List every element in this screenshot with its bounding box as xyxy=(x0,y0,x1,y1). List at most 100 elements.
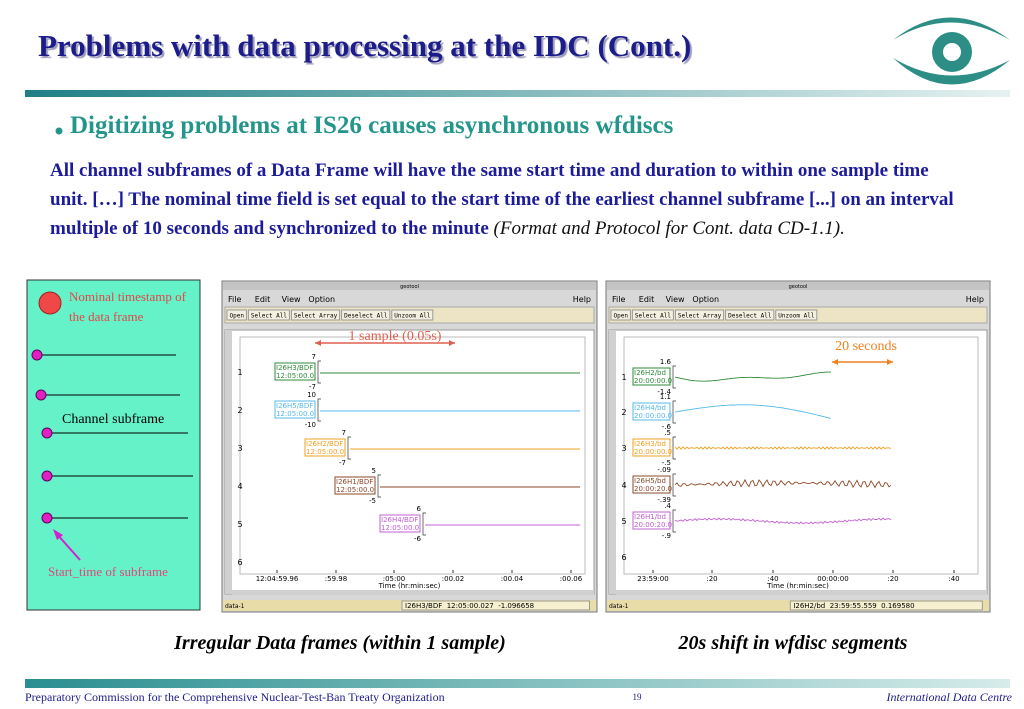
channel-min: -.39 xyxy=(657,496,671,504)
channel-max: 5 xyxy=(372,467,376,475)
button-label[interactable]: Select All xyxy=(251,313,288,320)
button-label[interactable]: Select Array xyxy=(678,313,722,320)
button-label[interactable]: Select Array xyxy=(294,313,338,320)
x-tick-label: 00:00:00 xyxy=(817,575,848,583)
subframe-diagram: Channel subframe Start_time of subframe xyxy=(26,279,201,611)
logo xyxy=(893,17,1010,85)
menu-item[interactable]: Option xyxy=(692,295,719,304)
toolbar-button[interactable] xyxy=(725,309,775,321)
title-rule xyxy=(25,90,1010,97)
footer-organization: Preparatory Commission for the Comprehen… xyxy=(25,690,445,704)
channel-time: 20:00:20.0 xyxy=(634,521,672,529)
x-tick-label: :20 xyxy=(706,575,717,583)
nominal-label: Nominal timestamp of the data frame xyxy=(69,289,186,324)
button-label[interactable]: Select All xyxy=(635,313,672,320)
toolbar-button[interactable] xyxy=(391,309,434,321)
channel-time: 12:05:00.0 xyxy=(276,372,314,380)
toolbar-button[interactable] xyxy=(226,309,247,321)
channel-time: 12:05:00.0 xyxy=(276,410,314,418)
channel-label-box xyxy=(274,362,316,381)
row-number: 3 xyxy=(621,444,626,453)
menu-item[interactable]: Option xyxy=(308,295,335,304)
toolbar-button[interactable] xyxy=(631,309,674,321)
readout-box xyxy=(789,600,983,611)
row-number: 3 xyxy=(237,444,242,453)
geotool-window: geotool File Edit View Option Help Open Select … xyxy=(221,280,598,613)
toolbar-button[interactable] xyxy=(775,309,818,321)
channel-time: 20:00:00.0 xyxy=(634,377,672,385)
row-number: 1 xyxy=(237,368,242,377)
menu-item[interactable]: View xyxy=(282,295,301,304)
row-number: 4 xyxy=(621,481,626,490)
horizontal-scrollbar xyxy=(616,590,987,595)
nominal-marker xyxy=(38,291,62,315)
button-label[interactable]: Open xyxy=(614,313,629,320)
footer-centre: International Data Centre xyxy=(885,690,1012,704)
x-tick-label: :05:00 xyxy=(383,575,406,583)
row-number: 6 xyxy=(237,558,242,567)
toolbar-button[interactable] xyxy=(290,309,341,321)
plot-frame xyxy=(239,336,586,575)
channel-max: 7 xyxy=(342,429,346,437)
channel-min: -.6 xyxy=(662,423,672,431)
amplitude-bracket xyxy=(422,512,426,536)
trace xyxy=(674,371,831,382)
menu-item[interactable]: View xyxy=(666,295,685,304)
menu-item[interactable]: File xyxy=(612,295,625,304)
x-tick-label: :00.02 xyxy=(442,575,464,583)
channel-label-box xyxy=(334,476,376,495)
trace xyxy=(674,446,892,450)
vertical-scrollbar xyxy=(609,330,616,594)
channel-label-box xyxy=(379,514,421,533)
body-text: All channel subframes of a Data Frame wi… xyxy=(50,160,954,239)
trace xyxy=(674,478,892,489)
annotation: 20 seconds xyxy=(835,339,897,354)
menu-item[interactable]: File xyxy=(228,295,241,304)
button-label[interactable]: Unzoom All xyxy=(394,313,431,320)
channel-min: -7 xyxy=(339,459,346,467)
channel-label-box xyxy=(632,367,671,386)
toolbar-button[interactable] xyxy=(341,309,391,321)
x-tick-label: :00.04 xyxy=(501,575,524,583)
footer-rule xyxy=(25,679,1010,688)
window-title: geotool xyxy=(400,284,419,290)
channel-name: I26H1/BDF xyxy=(336,478,373,486)
button-label[interactable]: Deselect All xyxy=(344,313,388,320)
channel-max: 10 xyxy=(307,391,316,399)
trace xyxy=(674,404,832,419)
button-label[interactable]: Unzoom All xyxy=(778,313,815,320)
status-label: data-1 xyxy=(609,603,629,610)
amplitude-bracket xyxy=(672,509,676,533)
amplitude-bracket xyxy=(672,365,676,389)
bullet-dot xyxy=(55,127,63,135)
toolbar-button[interactable] xyxy=(247,309,290,321)
channel-max: 6 xyxy=(417,505,422,513)
channel-max: 7 xyxy=(312,353,316,361)
channel-label-box xyxy=(632,438,671,457)
toolbar-button[interactable] xyxy=(610,309,631,321)
menu-item[interactable]: Edit xyxy=(639,295,655,304)
channel-name: I26H3/bd xyxy=(634,440,666,448)
diagram-box xyxy=(26,279,201,611)
toolbar-button[interactable] xyxy=(674,309,725,321)
annotation: 1 sample (0.05s) xyxy=(349,329,442,344)
channel-time: 20:00:20.0 xyxy=(634,485,672,493)
menu-help[interactable]: Help xyxy=(573,295,591,304)
button-label[interactable]: Deselect All xyxy=(728,313,772,320)
menu-item[interactable]: Edit xyxy=(255,295,270,304)
trace xyxy=(674,517,892,525)
channel-max: .5 xyxy=(664,429,671,437)
status-label: data-1 xyxy=(225,603,245,610)
horizontal-scrollbar xyxy=(232,590,594,595)
amplitude-bracket xyxy=(377,474,381,498)
button-label[interactable]: Open xyxy=(230,313,245,320)
channel-label-box xyxy=(304,438,346,457)
menu-help[interactable]: Help xyxy=(966,295,984,304)
channel-max: .4 xyxy=(664,502,671,510)
channel-max: 1.1 xyxy=(660,393,671,401)
amplitude-bracket xyxy=(672,473,676,497)
channel-name: I26H3/BDF xyxy=(276,364,313,372)
row-number: 5 xyxy=(237,520,242,529)
